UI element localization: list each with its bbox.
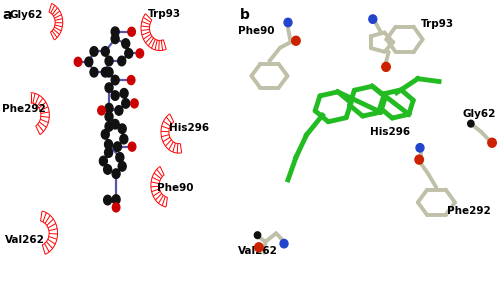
Text: Phe90: Phe90	[158, 183, 194, 193]
Circle shape	[136, 49, 143, 58]
Circle shape	[468, 120, 474, 127]
Circle shape	[90, 47, 98, 56]
Circle shape	[115, 106, 123, 115]
Circle shape	[104, 140, 112, 149]
Circle shape	[128, 142, 136, 151]
Circle shape	[85, 57, 93, 67]
Circle shape	[292, 36, 300, 45]
Circle shape	[104, 148, 112, 157]
Circle shape	[284, 18, 292, 27]
Circle shape	[102, 130, 110, 139]
Circle shape	[105, 103, 113, 113]
Circle shape	[118, 162, 126, 171]
Circle shape	[90, 67, 98, 77]
Text: Val262: Val262	[4, 235, 44, 245]
Circle shape	[254, 243, 263, 252]
Circle shape	[118, 124, 126, 133]
Circle shape	[112, 169, 120, 178]
Circle shape	[382, 62, 390, 71]
Text: Trp93: Trp93	[148, 9, 181, 19]
Circle shape	[416, 144, 424, 152]
Circle shape	[120, 134, 128, 144]
Circle shape	[105, 56, 113, 66]
Circle shape	[104, 165, 112, 174]
Circle shape	[125, 49, 133, 58]
Circle shape	[104, 195, 112, 205]
Circle shape	[111, 91, 119, 100]
Circle shape	[280, 239, 288, 248]
Circle shape	[111, 75, 119, 85]
Text: Phe292: Phe292	[447, 206, 491, 216]
Circle shape	[415, 155, 424, 164]
Circle shape	[112, 203, 120, 212]
Text: Gly62: Gly62	[463, 109, 496, 119]
Circle shape	[128, 76, 135, 85]
Text: His296: His296	[370, 127, 410, 137]
Circle shape	[122, 99, 130, 108]
Circle shape	[118, 56, 126, 66]
Circle shape	[105, 83, 113, 92]
Text: Val262: Val262	[238, 246, 278, 256]
Circle shape	[102, 47, 110, 56]
Circle shape	[122, 39, 130, 48]
Circle shape	[112, 195, 120, 204]
Circle shape	[105, 112, 113, 121]
Circle shape	[111, 119, 119, 129]
Circle shape	[254, 232, 260, 239]
Text: b: b	[240, 8, 250, 22]
Text: Gly62: Gly62	[10, 10, 43, 20]
Text: Phe90: Phe90	[238, 26, 274, 36]
Circle shape	[105, 67, 113, 77]
Circle shape	[102, 67, 110, 77]
Circle shape	[74, 57, 82, 66]
Circle shape	[111, 34, 119, 44]
Circle shape	[369, 15, 377, 23]
Circle shape	[105, 122, 113, 131]
Circle shape	[114, 142, 122, 151]
Text: Phe292: Phe292	[2, 105, 46, 114]
Circle shape	[130, 99, 138, 108]
Text: Trp93: Trp93	[420, 19, 454, 29]
Text: His296: His296	[169, 123, 209, 133]
Circle shape	[120, 89, 128, 98]
Circle shape	[128, 27, 136, 36]
Text: a: a	[2, 8, 12, 22]
Circle shape	[116, 153, 124, 162]
Circle shape	[98, 106, 106, 115]
Circle shape	[488, 138, 496, 147]
Circle shape	[111, 27, 119, 37]
Circle shape	[100, 156, 108, 166]
